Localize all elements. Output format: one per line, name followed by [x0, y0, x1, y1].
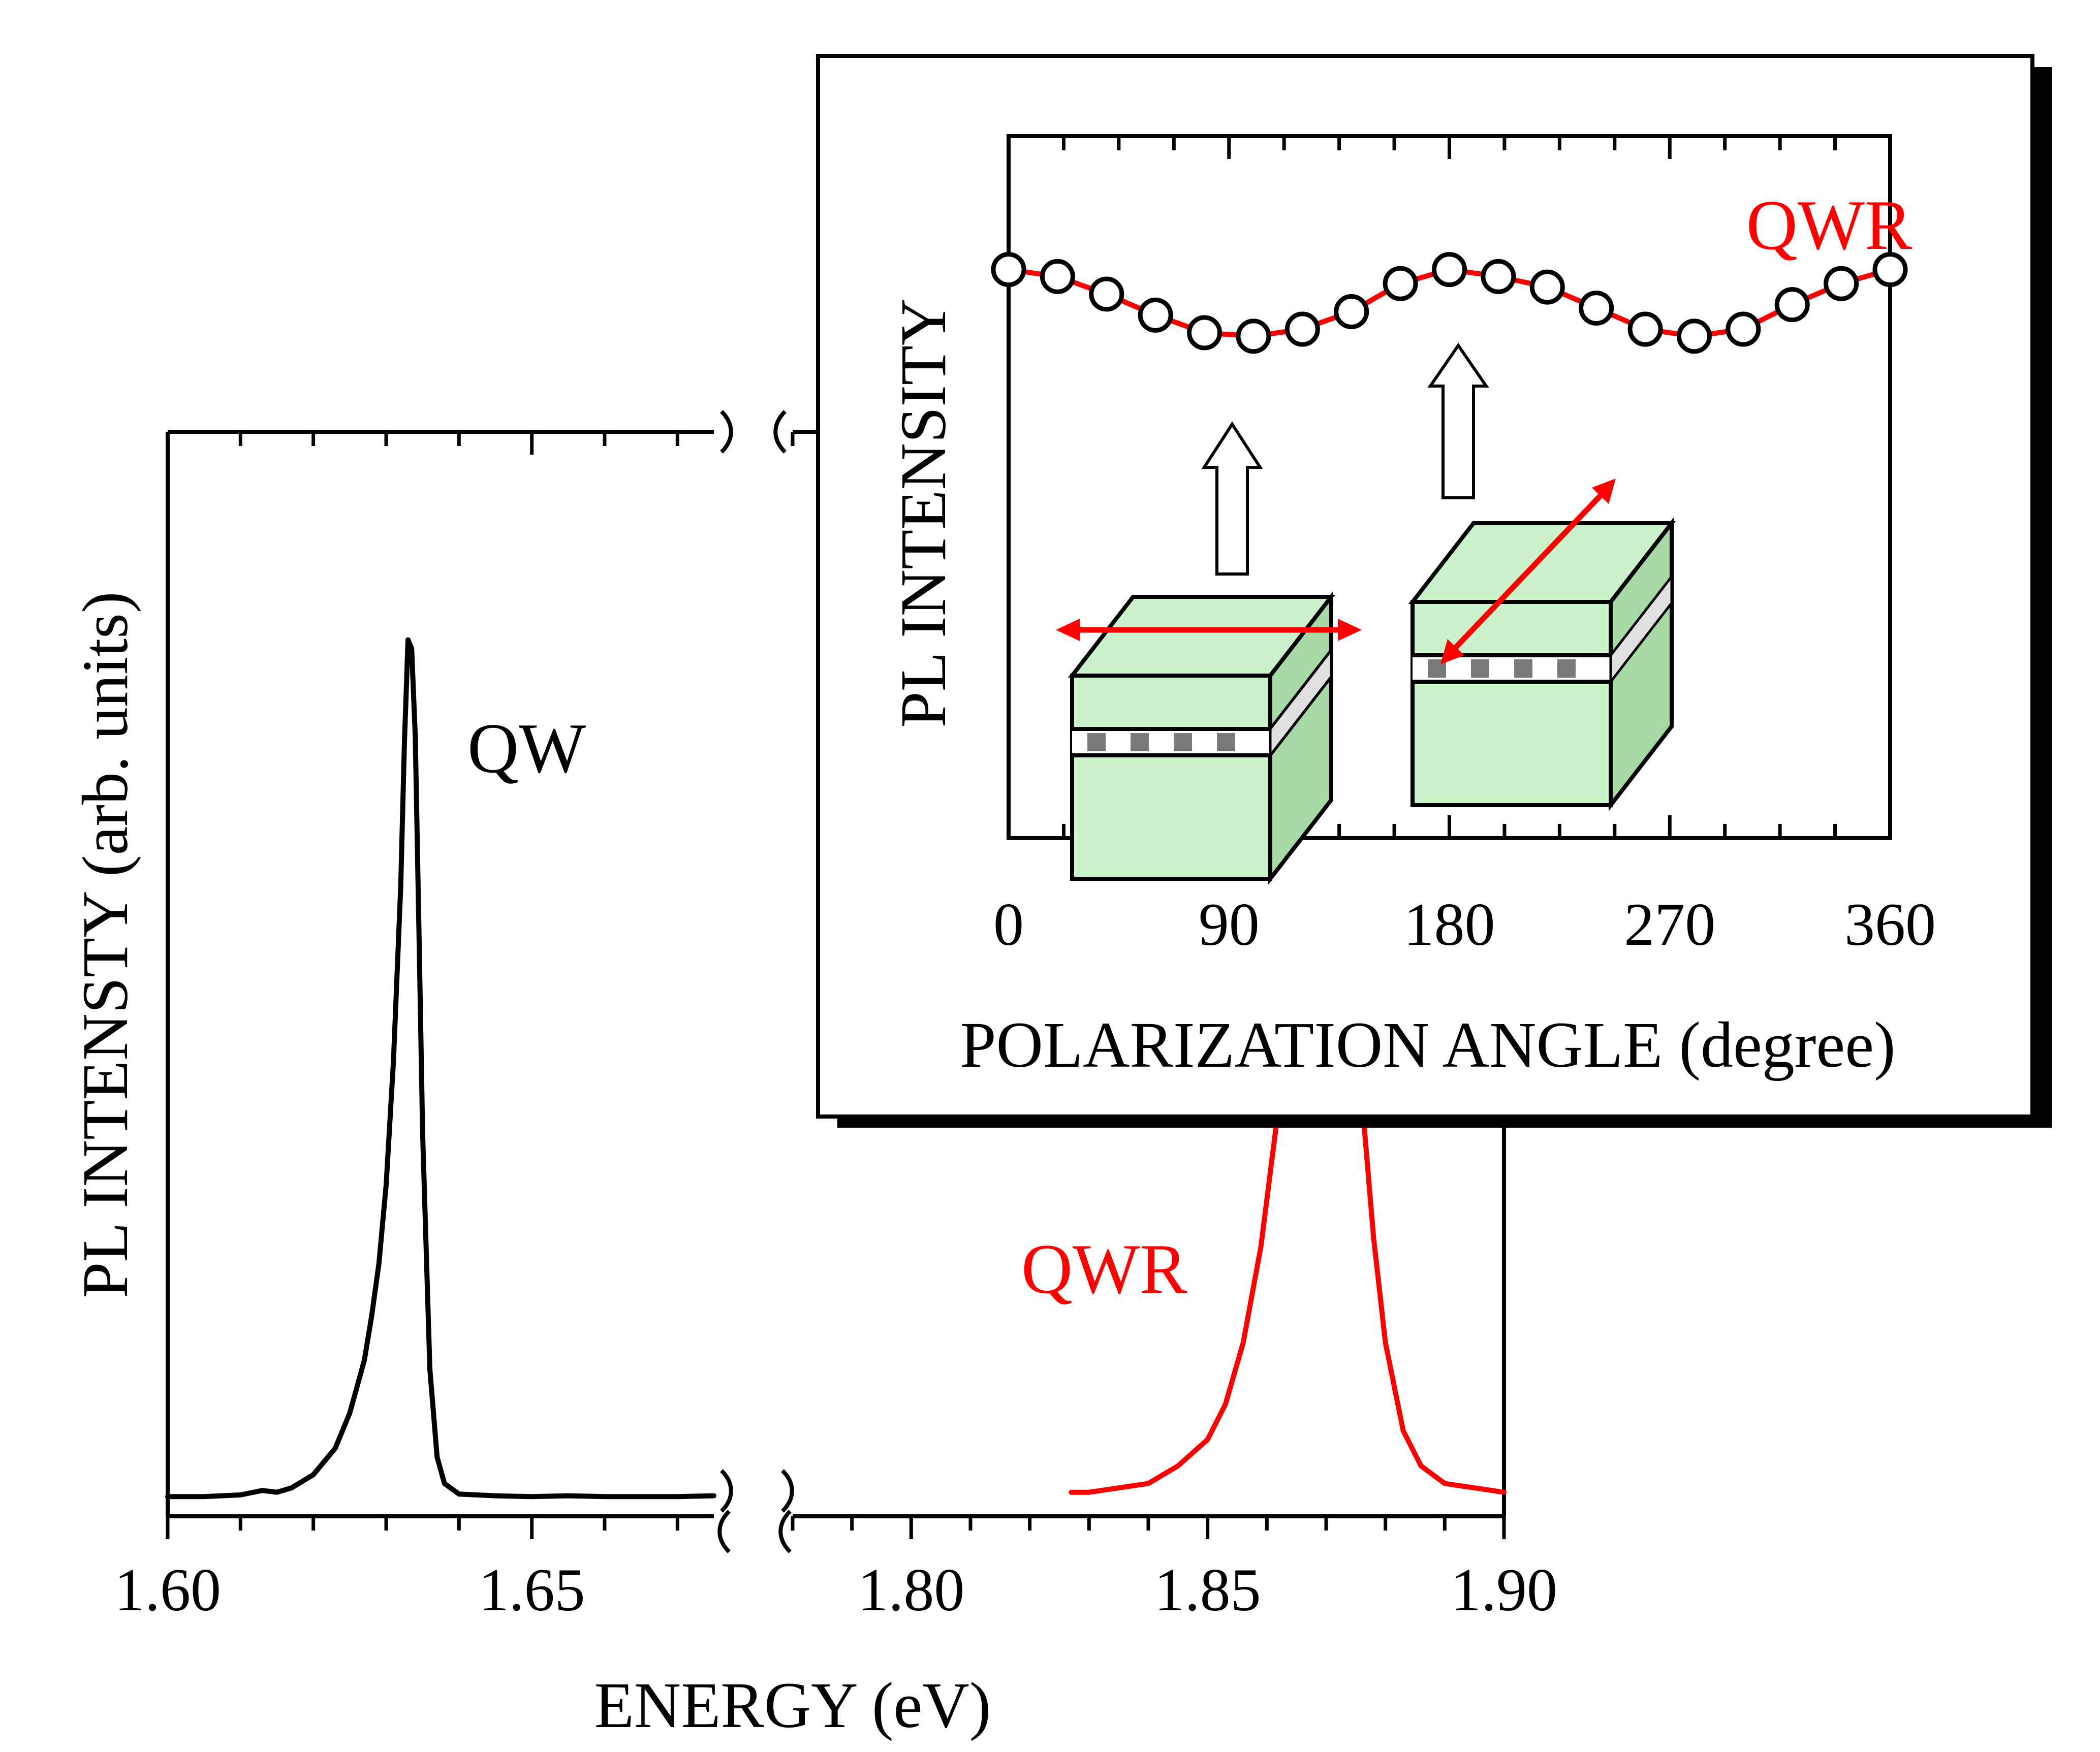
inset-data-point: [1089, 276, 1124, 312]
polarization-arrow-diagonal: [1440, 479, 1616, 664]
inset-data-point: [1236, 318, 1271, 354]
inset-x-tick-label: 90: [1199, 890, 1260, 958]
inset-ticks: 0 90 180 270 360: [993, 136, 1936, 958]
inset-data-point: [1726, 311, 1761, 347]
inset-x-tick-label: 270: [1624, 890, 1715, 958]
main-x-tick-label: 1.90: [1451, 1556, 1557, 1623]
inset-data-point: [1334, 294, 1369, 329]
inset-series: [991, 252, 1908, 354]
inset-x-tick-label: 180: [1404, 890, 1495, 958]
inset-data-point: [1432, 252, 1467, 288]
inset-data-point: [1383, 266, 1418, 301]
main-x-tick-label: 1.80: [858, 1556, 964, 1623]
main-x-tick-label: 1.85: [1154, 1556, 1261, 1623]
inset-x-tick-label: 360: [1844, 890, 1936, 958]
inset-qwr-label: QWR: [1746, 186, 1913, 265]
inset-data-point: [1138, 297, 1173, 333]
axis-break-top-left: [720, 410, 733, 454]
axis-break-bottom-right: [778, 1469, 794, 1553]
inset-data-point: [1872, 252, 1908, 288]
main-x-axis-title: ENERGY (eV): [594, 1669, 991, 1741]
inset-data-point: [1774, 287, 1810, 323]
sample-block-parallel: [1068, 591, 1336, 885]
inset-data-point: [1824, 266, 1859, 301]
inset-data-point: [1579, 291, 1614, 326]
axis-break-bottom-left: [717, 1469, 733, 1553]
inset-data-point: [1481, 259, 1516, 294]
arrow-90: [1201, 421, 1263, 576]
inset-data-point: [1627, 311, 1663, 347]
inset-data-point: [1676, 318, 1712, 354]
inset-data-point: [1529, 269, 1565, 305]
qwr-label: QWR: [1021, 1230, 1187, 1309]
inset-x-axis-title: POLARIZATION ANGLE (degree): [960, 1009, 1895, 1081]
sample-block-perpendicular: [1408, 517, 1676, 811]
qw-label: QW: [467, 709, 586, 788]
polarization-arrow-horizontal: [1056, 619, 1362, 641]
inset-y-axis-title: PL INTENSITY: [887, 299, 959, 728]
inset-data-point: [991, 252, 1026, 288]
main-x-tick-label: 1.65: [479, 1556, 585, 1623]
main-y-axis-title: PL INTENSTY (arb. units): [69, 591, 141, 1298]
axis-break-top-right: [773, 410, 787, 454]
main-x-tick-label: 1.60: [114, 1556, 221, 1623]
arrow-180: [1427, 342, 1489, 499]
series-line-qw: [165, 637, 716, 1500]
inset-data-point: [1040, 259, 1075, 294]
inset-data-point: [1284, 311, 1320, 347]
inset-chart: 0 90 180 270 360 QWR: [816, 54, 2052, 1128]
inset-x-tick-label: 0: [993, 890, 1024, 958]
inset-data-point: [1187, 315, 1223, 351]
main-ticks: 1.60 1.65 1.80 1.85 1.90: [114, 432, 1557, 1623]
